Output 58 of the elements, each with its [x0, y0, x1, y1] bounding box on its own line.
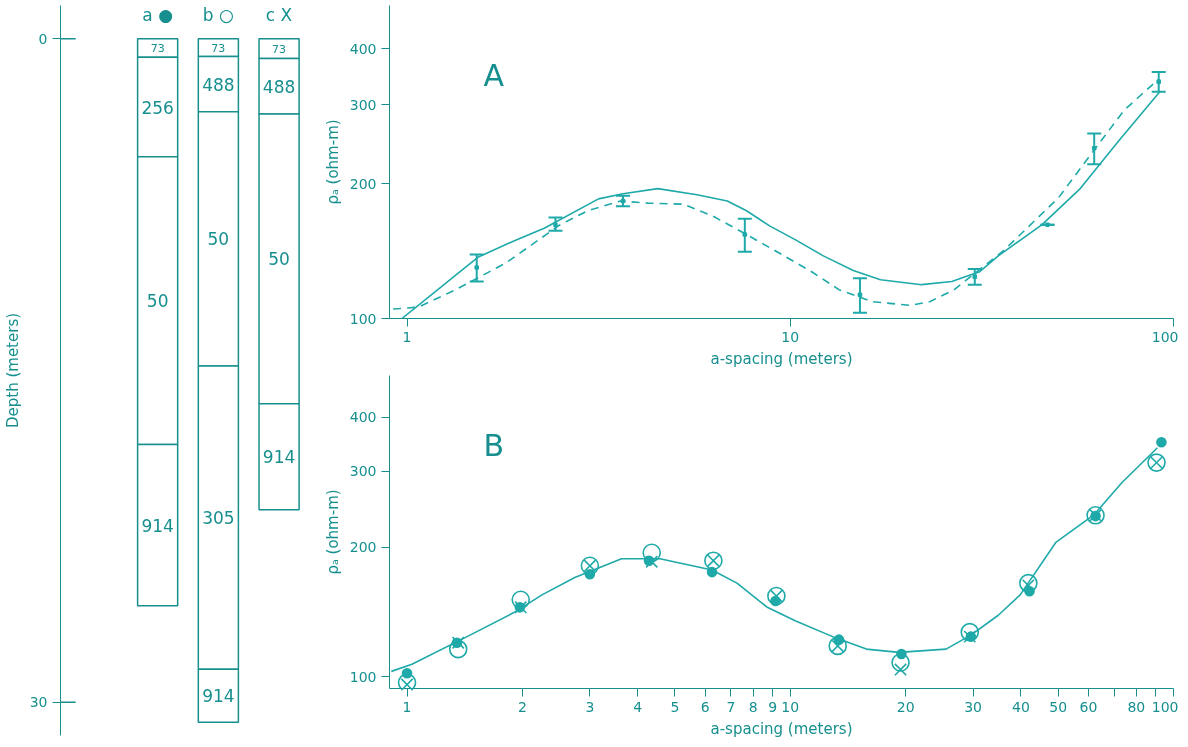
x-tick-label: 1	[402, 328, 412, 345]
y-tick-label: 100	[349, 310, 377, 327]
point	[896, 648, 907, 660]
x-tick-label: 1	[402, 698, 412, 715]
x-tick-label: 20	[896, 698, 915, 715]
y-axis-title: ρₐ (ohm-m)	[323, 119, 342, 205]
x-tick-label: 2	[517, 698, 527, 715]
y-tick-label: 200	[349, 539, 377, 556]
x-axis-title: a-spacing (meters)	[710, 719, 853, 738]
x-axis-title: a-spacing (meters)	[710, 349, 853, 368]
point	[706, 566, 718, 578]
y-tick-label: 400	[349, 40, 377, 57]
x-tick-label: 7	[726, 698, 736, 715]
point	[891, 653, 910, 672]
point	[448, 639, 468, 659]
x-tick-label: 9	[768, 698, 778, 715]
text: B	[483, 428, 505, 464]
annotation: 256	[141, 97, 174, 118]
x-tick-label: 40	[1012, 698, 1030, 715]
annotation: 488	[202, 74, 235, 95]
annotation: 50	[268, 249, 290, 270]
x-tick-label: c X	[265, 5, 293, 26]
x-tick-label: 100	[1151, 328, 1179, 345]
y-axis-title: ρₐ (ohm-m)	[323, 489, 342, 575]
annotation: 914	[262, 447, 296, 468]
y-axis-title: Depth (meters)	[3, 312, 22, 429]
annotation: 914	[202, 686, 235, 707]
text: A	[483, 58, 505, 94]
x-tick-label: b ○	[202, 5, 234, 26]
y-tick-label: 100	[349, 668, 377, 685]
x-tick-label: 5	[670, 698, 680, 715]
x-tick-label: 60	[1079, 698, 1098, 715]
x-tick-label: a ●	[142, 5, 173, 26]
x-tick-label: 4	[633, 698, 643, 715]
annotation: 305	[202, 508, 235, 529]
x-tick-label: 50	[1049, 698, 1068, 715]
annotation: 914	[141, 515, 174, 536]
annotation: 73	[272, 42, 287, 56]
x-tick-label: 3	[585, 698, 595, 715]
annotation: 73	[150, 41, 165, 55]
point	[511, 590, 531, 610]
y-tick-label: 300	[349, 463, 377, 480]
point	[1019, 573, 1038, 593]
y-tick-label: 200	[349, 175, 377, 192]
x-tick-label: 10	[781, 698, 800, 715]
x-tick-label: 10	[781, 328, 800, 345]
x-tick-label: 8	[748, 698, 758, 715]
annotation: 50	[207, 229, 230, 250]
y-tick-label: 400	[349, 409, 377, 426]
annotation: 73	[211, 41, 226, 55]
x-tick-label: 80	[1127, 698, 1146, 715]
annotation: 50	[146, 291, 169, 312]
annotation: 488	[262, 76, 296, 97]
x-tick-label: 30	[964, 698, 983, 715]
y-tick-label: 0	[38, 30, 48, 47]
x-tick-label: 6	[700, 698, 710, 715]
x-tick-label: 100	[1151, 698, 1179, 715]
y-tick-label: 300	[349, 96, 377, 113]
